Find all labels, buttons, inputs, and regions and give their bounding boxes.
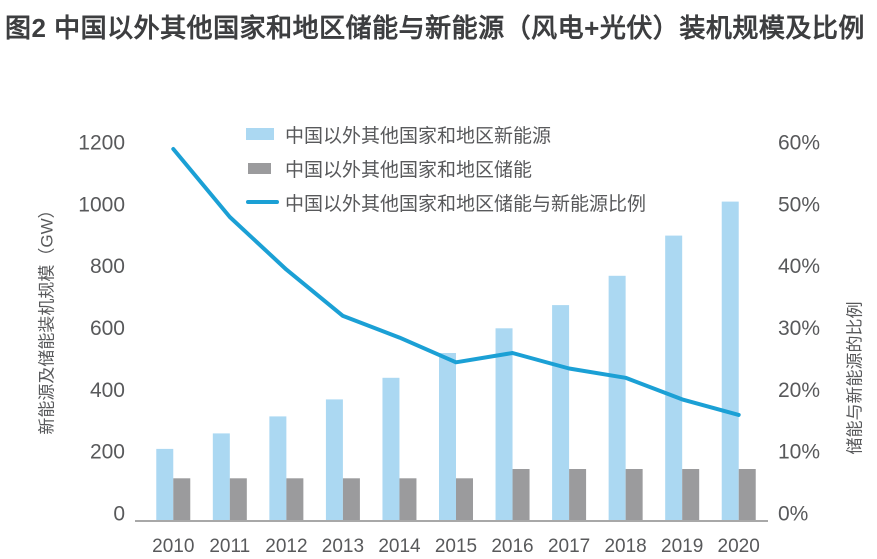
bar-storage — [682, 469, 700, 521]
left-axis-tick-label: 1000 — [78, 193, 125, 216]
bar-storage — [342, 478, 360, 521]
x-axis-tick-label: 2019 — [661, 536, 703, 557]
legend-storage-swatch — [248, 162, 271, 174]
x-axis-tick-label: 2016 — [491, 536, 533, 557]
bar-new-energy — [325, 399, 343, 521]
legend-swatch-box — [246, 200, 285, 204]
legend-item-storage: 中国以外其他国家和地区储能 — [246, 156, 646, 181]
right-axis-tick-label: 0% — [778, 503, 808, 526]
bar-storage — [173, 478, 191, 521]
bar-new-energy — [665, 235, 683, 521]
left-axis-tick-label: 0 — [113, 503, 125, 526]
bar-storage — [456, 478, 473, 521]
left-axis-tick-label: 600 — [90, 317, 125, 340]
bar-new-energy — [382, 377, 400, 521]
right-axis-tick-label: 10% — [778, 441, 820, 464]
right-axis-tick-label: 40% — [778, 255, 820, 278]
x-axis-tick-label: 2010 — [152, 536, 194, 557]
bar-new-energy — [721, 201, 739, 521]
x-axis-tick-label: 2015 — [435, 536, 477, 557]
bar-new-energy — [212, 433, 230, 521]
ratio-line — [171, 147, 741, 417]
chart-title: 图2 中国以外其他国家和地区储能与新能源（风电+光伏）装机规模及比例 — [5, 13, 865, 43]
bar-storage — [738, 469, 756, 521]
right-axis-tick-label: 60% — [778, 132, 820, 155]
bar-new-energy — [269, 416, 287, 521]
x-axis-tick-label: 2017 — [548, 536, 590, 557]
x-axis-tick-label: 2014 — [378, 536, 421, 557]
x-axis-tick-label: 2011 — [209, 536, 250, 557]
left-axis-tick-label: 800 — [90, 255, 125, 278]
right-axis-title: 储能与新能源的比例 — [845, 301, 865, 455]
x-axis-tick-label: 2012 — [265, 536, 307, 557]
bar-storage — [399, 478, 417, 521]
legend-ratio-label: 中国以外其他国家和地区储能与新能源比例 — [285, 193, 647, 215]
x-axis-tick-label: 2018 — [604, 536, 646, 557]
legend-item-ratio: 中国以外其他国家和地区储能与新能源比例 — [246, 190, 647, 215]
x-axis-tick-label: 2013 — [322, 536, 364, 557]
legend-swatch-box — [246, 128, 285, 140]
legend: 中国以外其他国家和地区新能源 中国以外其他国家和地区储能 中国以外其他国家和地区… — [246, 122, 646, 224]
left-axis-tick-label: 1200 — [78, 132, 125, 155]
left-axis-tick-label: 400 — [90, 379, 125, 402]
bar-new-energy — [608, 275, 626, 521]
bar-new-energy — [552, 305, 570, 521]
bar-storage — [569, 469, 587, 521]
bar-storage — [229, 478, 247, 521]
right-axis-tick-label: 50% — [778, 193, 820, 216]
bar-new-energy — [156, 448, 174, 521]
right-axis-tick-label: 20% — [778, 379, 820, 402]
legend-item-new-energy: 中国以外其他国家和地区新能源 — [246, 122, 646, 147]
right-axis-tick-label: 30% — [778, 317, 820, 340]
bar-storage — [286, 478, 304, 521]
left-axis-tick-label: 200 — [90, 441, 125, 464]
legend-swatch-box — [246, 162, 285, 174]
bar-new-energy — [439, 353, 456, 521]
legend-ratio-line-swatch — [246, 200, 279, 204]
bar-new-energy — [495, 328, 513, 521]
left-axis-title: 新能源及储能装机规模（GW） — [37, 201, 57, 435]
legend-new-energy-swatch — [246, 128, 274, 140]
legend-storage-label: 中国以外其他国家和地区储能 — [285, 159, 533, 181]
x-axis-tick-label: 2020 — [718, 536, 760, 557]
legend-new-energy-label: 中国以外其他国家和地区新能源 — [285, 125, 552, 147]
bar-storage — [625, 469, 643, 521]
bar-storage — [512, 469, 530, 521]
